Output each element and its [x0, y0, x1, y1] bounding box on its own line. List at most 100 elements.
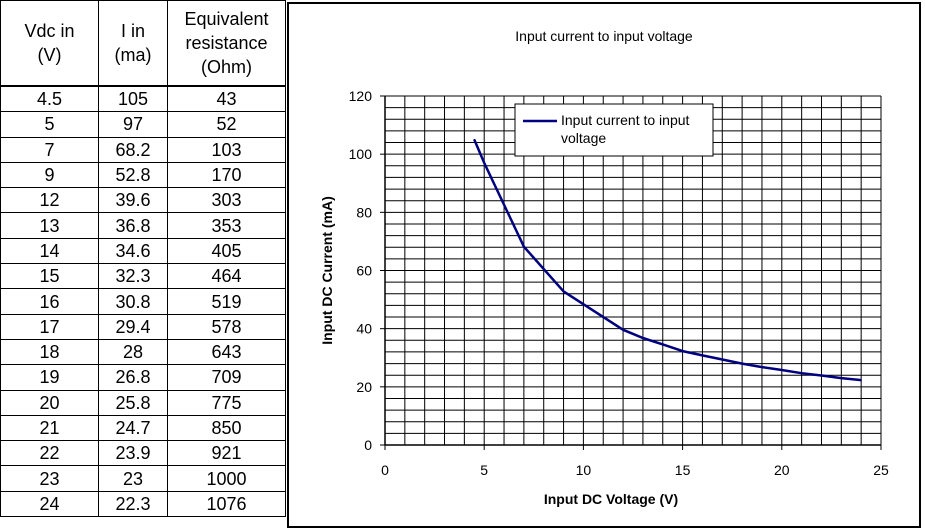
y-axis-label: Input DC Current (mA)	[319, 196, 335, 345]
cell-resistance: 643	[167, 338, 286, 366]
cell-i-in: 36.8	[98, 212, 168, 239]
cell-resistance: 303	[167, 187, 286, 214]
header-vdc-in: Vdc in (V)	[0, 0, 99, 87]
cell-vdc-in: 5	[0, 111, 99, 138]
table-row: 13 36.8 353	[0, 212, 286, 239]
data-table: Vdc in (V) I in (ma) Equivalent resistance(…	[0, 0, 286, 518]
data-point	[661, 343, 664, 346]
data-point	[741, 362, 743, 365]
cell-i-in: 26.8	[98, 364, 168, 391]
x-tick-label: 25	[873, 462, 889, 478]
data-point	[473, 138, 476, 141]
y-tick-label: 0	[364, 437, 372, 453]
header-i-in: I in (ma)	[98, 0, 168, 87]
data-table-container: Vdc in (V) I in (ma) Equivalent resistance(…	[0, 0, 286, 530]
header-equivalent-resistance: Equivalent resistance (Ohm)	[167, 0, 286, 87]
data-point	[483, 162, 485, 164]
y-tick-label: 20	[356, 379, 372, 395]
data-point	[761, 366, 763, 368]
table-row: 16 30.8 519	[0, 288, 286, 315]
cell-resistance: 170	[167, 161, 286, 189]
cell-resistance: 353	[167, 212, 286, 239]
cell-resistance: 52	[167, 111, 286, 138]
table-row: 23 23 1000	[0, 465, 286, 492]
cell-i-in: 97	[98, 111, 168, 138]
cell-resistance: 464	[167, 263, 286, 290]
table-row: 9 52.8 170	[0, 161, 286, 189]
table-header-row: Vdc in (V) I in (ma) Equivalent resistance(…	[0, 0, 286, 87]
data-point	[781, 369, 783, 371]
cell-vdc-in: 7	[0, 136, 99, 163]
cell-resistance: 850	[167, 414, 286, 442]
x-tick-label: 10	[576, 462, 592, 478]
y-tick-label: 80	[356, 204, 372, 220]
x-tick-label: 0	[381, 462, 389, 478]
data-point	[860, 379, 862, 381]
data-point	[562, 290, 565, 293]
legend-box	[514, 103, 714, 157]
cell-i-in: 25.8	[98, 389, 168, 416]
data-point	[681, 350, 684, 352]
legend-label: Input current to input voltage	[561, 112, 690, 146]
table-row: 19 26.8 709	[0, 364, 286, 391]
cell-resistance: 775	[167, 389, 286, 416]
cell-vdc-in: 18	[0, 338, 99, 366]
cell-resistance: 578	[167, 313, 286, 340]
cell-vdc-in: 12	[0, 187, 99, 214]
cell-vdc-in: 23	[0, 465, 99, 492]
cell-vdc-in: 19	[0, 364, 99, 391]
data-point	[523, 245, 525, 248]
x-tick-label: 20	[774, 462, 790, 478]
cell-i-in: 39.6	[98, 187, 168, 214]
data-point	[800, 372, 803, 374]
y-tick-label: 40	[356, 321, 372, 337]
data-point	[622, 329, 624, 331]
table-row: 18 28 643	[0, 338, 286, 366]
cell-vdc-in: 16	[0, 288, 99, 315]
cell-i-in: 68.2	[98, 136, 168, 163]
cell-vdc-in: 20	[0, 389, 99, 416]
cell-i-in: 23.9	[98, 440, 168, 467]
data-point	[820, 374, 823, 377]
table-row: 22 23.9 921	[0, 440, 286, 467]
cell-vdc-in: 22	[0, 440, 99, 467]
table-row: 17 29.4 578	[0, 313, 286, 340]
data-point	[721, 358, 724, 361]
x-axis-label: Input DC Voltage (V)	[544, 491, 678, 507]
cell-vdc-in: 9	[0, 161, 99, 189]
cell-i-in: 32.3	[98, 263, 168, 290]
x-tick-label: 5	[480, 462, 488, 478]
cell-resistance: 921	[167, 440, 286, 467]
cell-resistance: 103	[167, 136, 286, 163]
data-point	[701, 354, 704, 357]
cell-i-in: 52.8	[98, 161, 168, 189]
cell-resistance: 519	[167, 288, 286, 315]
data-point	[642, 337, 644, 339]
cell-vdc-in: 21	[0, 414, 99, 442]
table-row: 14 34.6 405	[0, 237, 286, 265]
table-row: 5 97 52	[0, 111, 286, 138]
cell-i-in: 22.3	[98, 490, 168, 518]
cell-vdc-in: 13	[0, 212, 99, 239]
table-row: 24 22.3 1076	[0, 490, 286, 518]
data-point	[840, 377, 843, 379]
table-row: 12 39.6 303	[0, 187, 286, 214]
cell-vdc-in: 4.5	[0, 85, 99, 113]
cell-resistance: 709	[167, 364, 286, 391]
cell-resistance: 1000	[167, 465, 286, 492]
cell-resistance: 405	[167, 237, 286, 265]
cell-i-in: 23	[98, 465, 168, 492]
cell-vdc-in: 24	[0, 490, 99, 518]
cell-i-in: 105	[98, 85, 168, 113]
table-row: 21 24.7 850	[0, 414, 286, 442]
y-tick-label: 60	[356, 263, 372, 279]
cell-i-in: 28	[98, 338, 168, 366]
y-tick-label: 120	[349, 88, 373, 104]
cell-i-in: 34.6	[98, 237, 168, 265]
chart-panel: 0 5 10 15 20 25 0 20 40 60 80 100 120 Input current t…	[287, 2, 921, 528]
cell-vdc-in: 17	[0, 313, 99, 340]
cell-i-in: 24.7	[98, 414, 168, 442]
cell-vdc-in: 14	[0, 237, 99, 265]
cell-resistance: 1076	[167, 490, 286, 518]
cell-resistance: 43	[167, 85, 286, 113]
